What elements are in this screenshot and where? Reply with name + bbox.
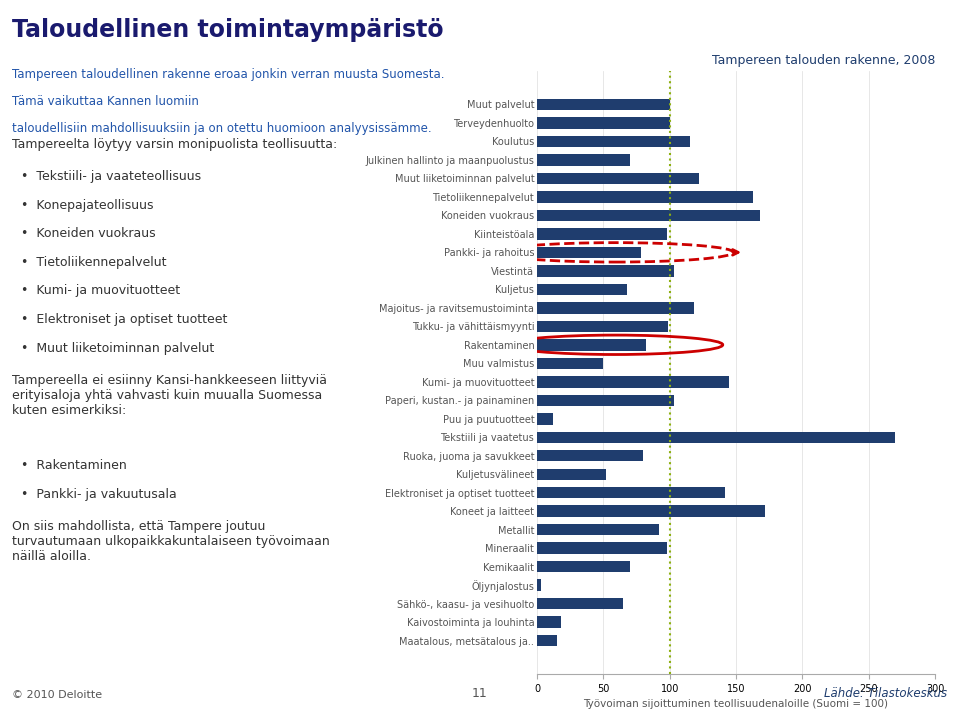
Bar — [537, 302, 693, 314]
Bar — [537, 580, 541, 591]
Bar — [537, 210, 760, 221]
Text: Tampereen talouden rakenne, 2008: Tampereen talouden rakenne, 2008 — [712, 54, 935, 67]
Bar — [537, 228, 667, 240]
Bar — [537, 191, 753, 202]
Bar — [537, 543, 667, 554]
Bar — [537, 135, 690, 147]
Bar — [537, 524, 659, 535]
Bar — [537, 284, 627, 295]
Bar — [537, 357, 603, 369]
Bar — [537, 506, 765, 517]
Bar — [537, 394, 673, 406]
Text: •  Tietoliikennepalvelut: • Tietoliikennepalvelut — [21, 256, 167, 269]
Bar — [537, 561, 630, 573]
Text: 11: 11 — [472, 687, 487, 700]
Bar — [537, 487, 725, 498]
Bar — [537, 635, 557, 647]
X-axis label: Työvoiman sijoittuminen teollisuudenaloille (Suomi = 100): Työvoiman sijoittuminen teollisuudenaloi… — [583, 699, 889, 709]
Text: •  Muut liiketoiminnan palvelut: • Muut liiketoiminnan palvelut — [21, 342, 215, 354]
Text: Tampereen taloudellinen rakenne eroaa jonkin verran muusta Suomesta.: Tampereen taloudellinen rakenne eroaa jo… — [12, 68, 444, 81]
Text: © 2010 Deloitte: © 2010 Deloitte — [12, 690, 102, 700]
Bar — [537, 431, 896, 443]
Text: Tämä vaikuttaa Kannen luomiin: Tämä vaikuttaa Kannen luomiin — [12, 95, 199, 108]
Bar — [537, 339, 645, 351]
Bar — [537, 154, 630, 165]
Bar — [537, 413, 553, 424]
Text: Tampereella ei esiinny Kansi-hankkeeseen liittyviä
erityisaloja yhtä vahvasti ku: Tampereella ei esiinny Kansi-hankkeeseen… — [12, 374, 326, 416]
Text: •  Konepajateollisuus: • Konepajateollisuus — [21, 199, 153, 212]
Bar — [537, 450, 643, 461]
Bar — [537, 376, 730, 388]
Text: •  Pankki- ja vakuutusala: • Pankki- ja vakuutusala — [21, 488, 176, 501]
Text: •  Kumi- ja muovituotteet: • Kumi- ja muovituotteet — [21, 284, 180, 297]
Bar — [537, 617, 561, 628]
Text: •  Koneiden vuokraus: • Koneiden vuokraus — [21, 227, 155, 240]
Bar — [537, 468, 606, 480]
Text: •  Elektroniset ja optiset tuotteet: • Elektroniset ja optiset tuotteet — [21, 313, 227, 326]
Bar — [537, 98, 669, 110]
Text: •  Tekstiili- ja vaateteollisuus: • Tekstiili- ja vaateteollisuus — [21, 170, 201, 183]
Bar — [537, 321, 668, 332]
Bar — [537, 173, 699, 184]
Text: On siis mahdollista, että Tampere joutuu
turvautumaan ulkopaikkakuntalaiseen työ: On siis mahdollista, että Tampere joutuu… — [12, 520, 329, 563]
Text: Taloudellinen toimintaympäristö: Taloudellinen toimintaympäristö — [12, 18, 443, 42]
Text: taloudellisiin mahdollisuuksiin ja on otettu huomioon analyysissämme.: taloudellisiin mahdollisuuksiin ja on ot… — [12, 122, 432, 135]
Text: Lähde: Tilastokeskus: Lähde: Tilastokeskus — [825, 687, 947, 700]
Bar — [537, 598, 623, 610]
Text: •  Rakentaminen: • Rakentaminen — [21, 459, 127, 472]
Bar — [537, 117, 669, 128]
Text: Tampereelta löytyy varsin monipuolista teollisuutta:: Tampereelta löytyy varsin monipuolista t… — [12, 138, 337, 151]
Bar — [537, 265, 673, 277]
Bar — [537, 247, 641, 258]
